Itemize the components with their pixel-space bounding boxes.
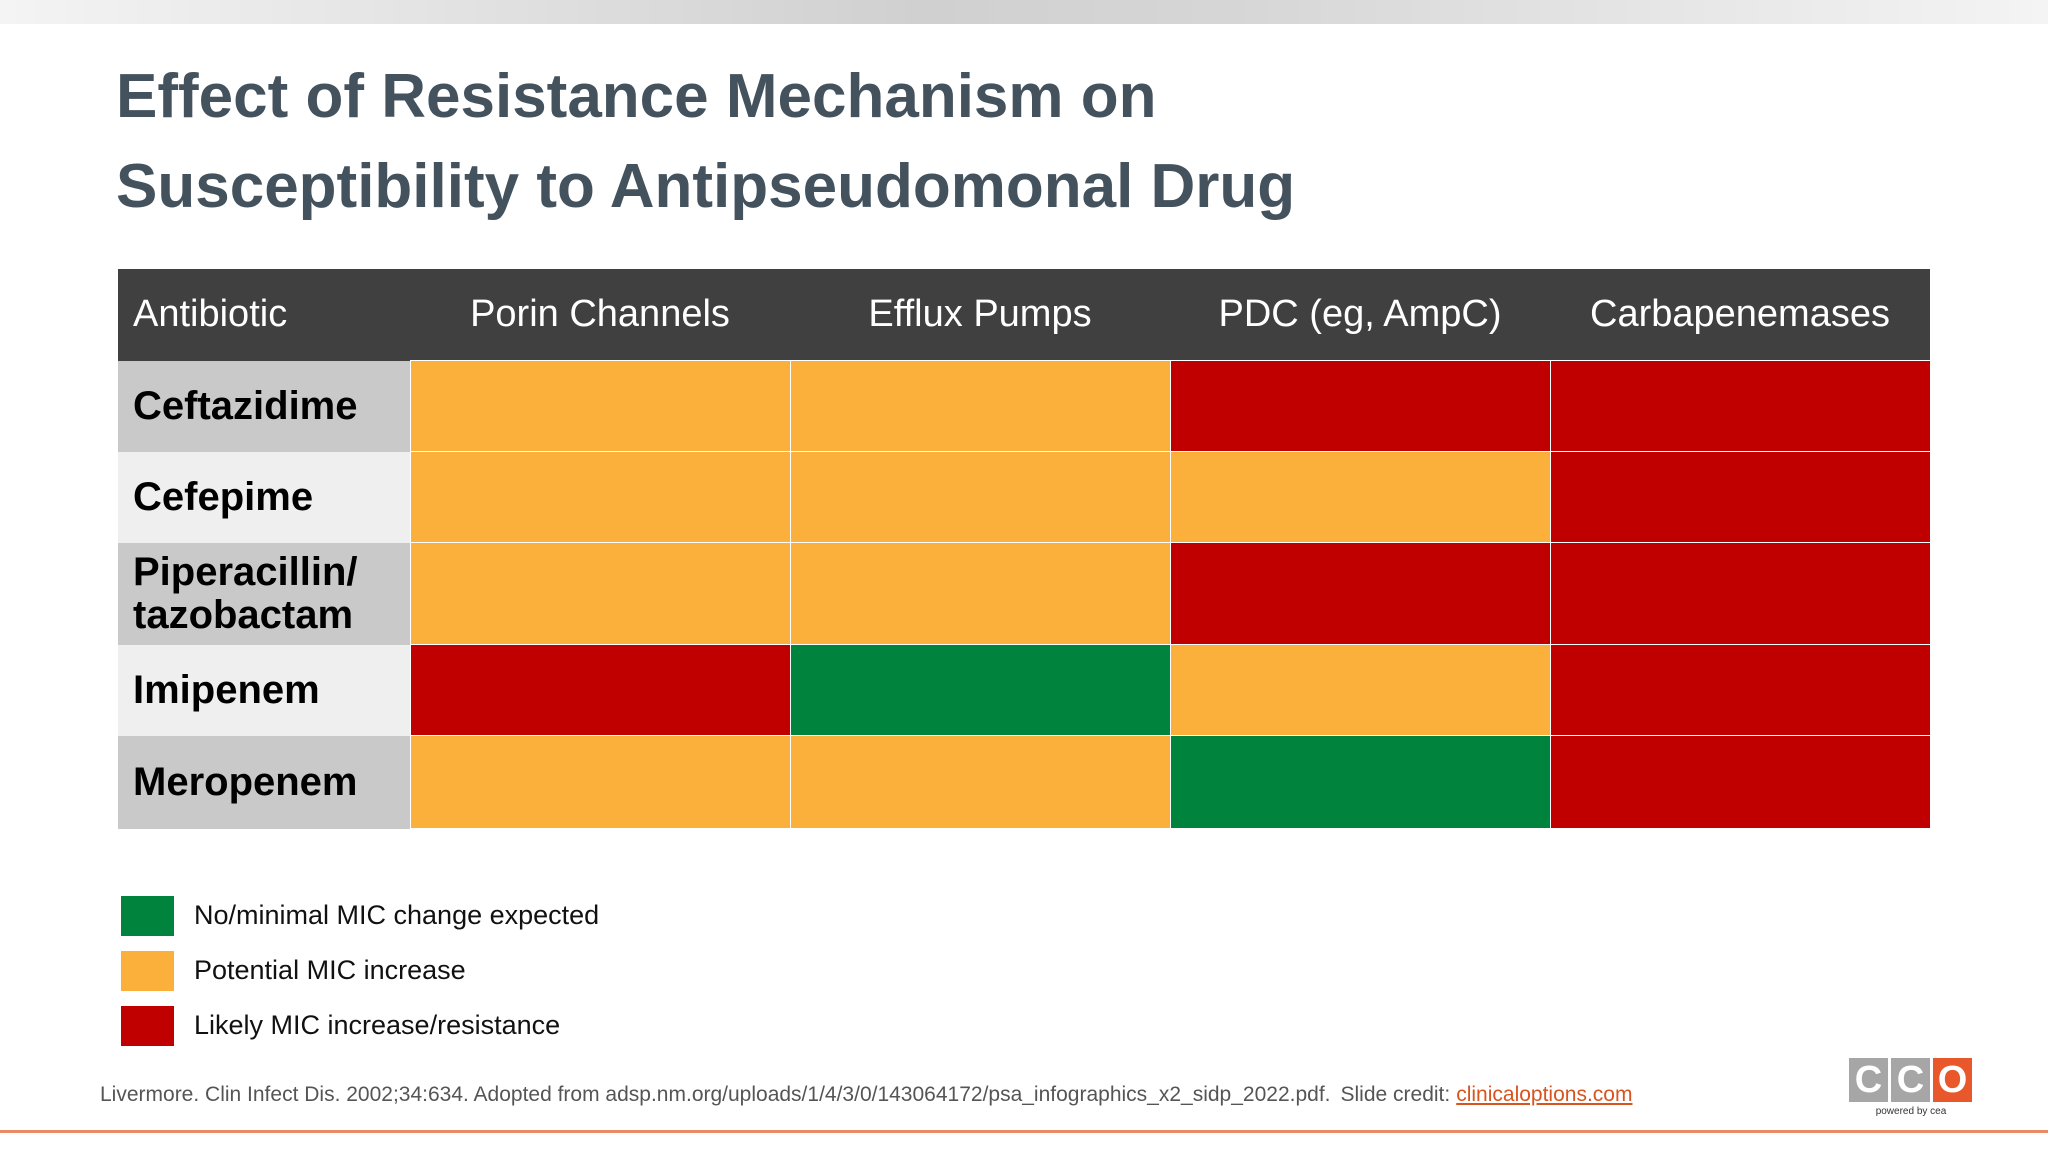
- column-header: Efflux Pumps: [790, 269, 1170, 361]
- logo-letter: C: [1891, 1058, 1930, 1102]
- status-cell: [409, 644, 791, 736]
- row-label: Cefepime: [118, 451, 410, 543]
- label-line: Cefepime: [133, 474, 314, 519]
- legend-label: Potential MIC increase: [194, 955, 466, 985]
- status-cell: [409, 451, 791, 543]
- table-row: Imipenem: [118, 644, 1931, 736]
- column-header: PDC (eg, AmpC): [1170, 269, 1550, 361]
- top-bar: [0, 0, 2048, 24]
- title-line: Effect of Resistance Mechanism on: [116, 62, 1157, 131]
- status-cell: [1549, 360, 1931, 452]
- status-cell: [789, 360, 1171, 452]
- row-label: Imipenem: [118, 644, 410, 736]
- status-cell: [1549, 542, 1931, 645]
- title-line: Susceptibility to Antipseudomonal Drug: [116, 152, 1296, 221]
- legend-swatch: [121, 1005, 174, 1046]
- status-cell: [789, 735, 1171, 829]
- status-cell: [1549, 451, 1931, 543]
- legend-item: No/minimal MIC change expected: [121, 888, 599, 943]
- column-header: Antibiotic: [118, 269, 410, 361]
- legend: No/minimal MIC change expected Potential …: [121, 888, 599, 1053]
- status-cell: [1169, 644, 1551, 736]
- label-line: Meropenem: [133, 759, 358, 804]
- header-row: Antibiotic Porin Channels Efflux Pumps PDC …: [118, 269, 1930, 361]
- label-line: tazobactam: [133, 592, 354, 637]
- status-cell: [789, 542, 1171, 645]
- credit-link[interactable]: clinicaloptions.com: [1456, 1083, 1633, 1106]
- resistance-table: Antibiotic Porin Channels Efflux Pumps PDC …: [118, 269, 1931, 829]
- legend-label: Likely MIC increase/resistance: [194, 1010, 561, 1040]
- legend-label: No/minimal MIC change expected: [194, 900, 600, 930]
- status-cell: [1169, 735, 1551, 829]
- status-cell: [1549, 735, 1931, 829]
- column-header: Carbapenemases: [1550, 269, 1930, 361]
- status-cell: [409, 360, 791, 452]
- legend-item: Potential MIC increase: [121, 943, 599, 998]
- status-cell: [789, 451, 1171, 543]
- legend-swatch: [121, 950, 174, 991]
- citation: Livermore. Clin Infect Dis. 2002;34:634.…: [100, 1083, 1331, 1106]
- legend-swatch: [121, 895, 174, 936]
- legend-item: Likely MIC increase/resistance: [121, 998, 599, 1053]
- label-line: Piperacillin/: [133, 549, 358, 594]
- row-label: Ceftazidime: [118, 360, 410, 452]
- logo-letter: C: [1849, 1058, 1888, 1102]
- status-cell: [409, 735, 791, 829]
- row-label: Piperacillin/tazobactam: [118, 542, 410, 645]
- footer: Livermore. Clin Infect Dis. 2002;34:634.…: [100, 1083, 1632, 1107]
- status-cell: [1549, 644, 1931, 736]
- table-row: Cefepime: [118, 451, 1931, 543]
- credit: Slide credit:: [1340, 1083, 1451, 1106]
- table-row: Piperacillin/tazobactam: [118, 542, 1931, 645]
- logo-tagline: powered by cea: [1875, 1106, 1947, 1117]
- row-label: Meropenem: [118, 735, 410, 829]
- logo-letter: O: [1933, 1058, 1972, 1102]
- table-row: Meropenem: [118, 735, 1931, 829]
- status-cell: [1169, 542, 1551, 645]
- status-cell: [1169, 360, 1551, 452]
- column-header: Porin Channels: [410, 269, 790, 361]
- bottom-rule: [0, 1130, 2048, 1133]
- status-cell: [1169, 451, 1551, 543]
- slide-title: Effect of Resistance Mechanism on Suscep…: [116, 52, 1816, 232]
- table-row: Ceftazidime: [118, 360, 1931, 452]
- label-line: Ceftazidime: [133, 383, 358, 428]
- status-cell: [409, 542, 791, 645]
- logo: C C O powered by cea: [1849, 1058, 1973, 1117]
- label-line: Imipenem: [133, 667, 320, 712]
- status-cell: [789, 644, 1171, 736]
